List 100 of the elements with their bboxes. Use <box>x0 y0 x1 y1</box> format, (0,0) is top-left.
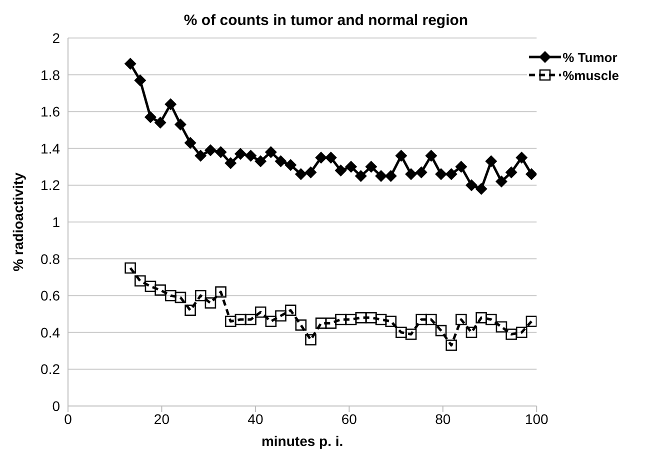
point <box>274 155 287 168</box>
point <box>354 170 367 182</box>
point <box>224 316 236 328</box>
point <box>154 116 166 129</box>
legend-label: %muscle <box>562 68 619 82</box>
point <box>446 340 457 351</box>
point <box>526 316 537 328</box>
y-tick-label: 1.4 <box>40 140 60 156</box>
point <box>124 262 136 274</box>
point <box>385 316 397 328</box>
point <box>174 292 186 304</box>
point <box>305 334 316 346</box>
point <box>254 306 266 318</box>
point <box>325 318 337 329</box>
x-tick-label: 100 <box>524 410 549 427</box>
point <box>525 168 537 180</box>
y-tick-label: 1.8 <box>40 66 60 83</box>
point <box>435 324 447 336</box>
point <box>124 58 136 70</box>
point <box>234 314 246 326</box>
point <box>254 155 267 168</box>
y-tick-label: 1.2 <box>40 177 60 194</box>
point <box>184 304 196 316</box>
point <box>144 111 156 124</box>
point <box>384 170 397 182</box>
point <box>485 155 498 168</box>
y-tick-label: 0.4 <box>40 324 60 340</box>
point <box>194 290 206 302</box>
point <box>324 152 337 164</box>
y-tick-label: 1.6 <box>40 104 60 120</box>
point <box>425 150 438 162</box>
point <box>345 314 357 326</box>
point <box>506 328 517 340</box>
point <box>284 158 297 171</box>
point <box>496 321 508 333</box>
point <box>134 275 146 287</box>
point <box>416 314 427 326</box>
y-tick-label: 1 <box>52 214 60 230</box>
point <box>375 314 387 326</box>
y-tick-label: 0.2 <box>40 361 60 378</box>
point <box>294 168 307 180</box>
point <box>264 146 277 158</box>
y-tick-label: 0.6 <box>40 288 60 304</box>
point <box>275 310 286 322</box>
point <box>395 150 408 162</box>
point <box>435 168 448 180</box>
point <box>164 98 177 110</box>
point <box>215 286 226 298</box>
point <box>405 168 418 180</box>
point <box>224 157 237 170</box>
point <box>465 179 478 192</box>
y-tick-label: 0 <box>52 398 60 414</box>
point <box>355 312 367 324</box>
point <box>174 118 186 130</box>
point <box>244 150 257 162</box>
point <box>284 304 296 316</box>
point <box>204 144 216 156</box>
point <box>415 166 428 178</box>
point <box>304 166 317 178</box>
x-tick-label: 40 <box>248 410 264 427</box>
y-axis-title: % radioactivity <box>10 172 26 272</box>
point <box>426 314 437 326</box>
point <box>315 318 327 329</box>
point <box>396 326 407 338</box>
point <box>505 166 518 178</box>
x-tick-label: 80 <box>435 410 451 427</box>
x-axis-title: minutes p. i. <box>261 433 344 449</box>
point <box>204 297 216 309</box>
x-tick-label: 0 <box>64 410 72 427</box>
point <box>405 328 417 340</box>
point <box>154 284 166 296</box>
legend-label: % Tumor <box>562 50 618 64</box>
point <box>445 168 458 180</box>
point <box>466 326 478 338</box>
point <box>516 326 528 338</box>
point <box>475 182 488 195</box>
point <box>315 152 328 164</box>
point <box>245 314 256 326</box>
point <box>495 176 508 188</box>
point <box>295 319 307 331</box>
point <box>234 148 246 160</box>
point <box>365 160 378 173</box>
point <box>476 312 487 324</box>
point <box>194 150 207 162</box>
point <box>456 314 467 326</box>
point <box>516 152 528 164</box>
point <box>134 74 146 86</box>
point <box>375 170 388 182</box>
point <box>265 316 277 328</box>
x-tick-label: 20 <box>154 410 170 427</box>
point <box>455 160 468 173</box>
y-tick-label: 0.8 <box>40 250 60 267</box>
point <box>345 160 358 173</box>
point <box>335 314 346 326</box>
x-tick-label: 60 <box>341 410 358 427</box>
point <box>334 164 347 176</box>
point <box>486 314 497 326</box>
chart-title: % of counts in tumor and normal region <box>182 12 470 29</box>
point <box>184 136 196 149</box>
point <box>164 290 176 302</box>
